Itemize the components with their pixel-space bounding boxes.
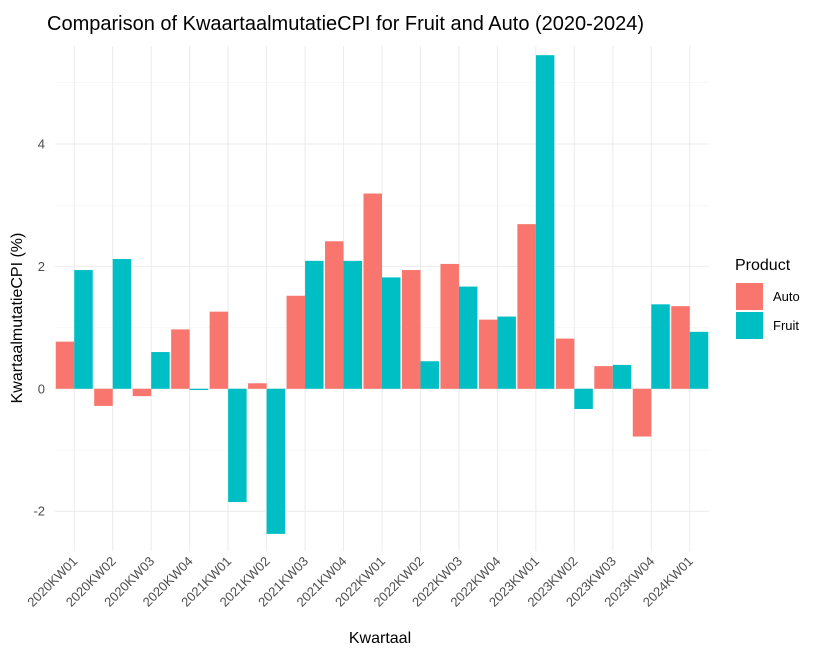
bar-auto-2020kw02 (94, 388, 113, 406)
bar-fruit-2022kw02 (420, 361, 439, 389)
legend-label-fruit: Fruit (773, 318, 799, 333)
bar-auto-2023kw04 (632, 388, 652, 437)
bar-fruit-2023kw01 (535, 55, 555, 389)
bar-auto-2024kw01 (671, 306, 690, 389)
bar-fruit-2020kw02 (112, 259, 132, 389)
bar-auto-2022kw03 (440, 263, 459, 389)
bar-auto-2021kw02 (248, 383, 267, 389)
y-tick-label: 4 (38, 136, 45, 151)
y-tick-label: 2 (38, 259, 45, 274)
bar-auto-2021kw03 (286, 295, 306, 389)
bars (55, 55, 709, 534)
legend-key-auto (736, 283, 763, 310)
bar-auto-2021kw01 (209, 311, 229, 389)
legend: Product Auto Fruit (735, 257, 800, 339)
bar-fruit-2020kw01 (74, 270, 93, 389)
bar-fruit-2023kw04 (651, 304, 670, 389)
y-tick-labels: -2 0 2 4 (33, 136, 45, 518)
y-axis-title: KwartaalmutatieCPI (%) (9, 233, 26, 404)
legend-label-auto: Auto (773, 289, 800, 304)
bar-fruit-2021kw04 (343, 260, 363, 389)
y-tick-label: 0 (38, 381, 45, 396)
bar-fruit-2024kw01 (689, 331, 709, 389)
bar-auto-2023kw03 (594, 366, 613, 389)
bar-fruit-2021kw01 (228, 388, 247, 503)
chart-title: Comparison of KwaartaalmutatieCPI for Fr… (47, 13, 644, 35)
bar-auto-2021kw04 (325, 241, 344, 389)
bar-fruit-2021kw03 (305, 260, 324, 389)
legend-key-fruit (736, 312, 763, 339)
bar-fruit-2020kw04 (189, 388, 209, 391)
bar-fruit-2022kw01 (382, 277, 401, 389)
x-tick-labels: 2020KW012020KW022020KW032020KW042021KW01… (24, 554, 696, 610)
bar-fruit-2023kw02 (574, 388, 593, 409)
bar-auto-2022kw01 (363, 193, 382, 389)
bar-auto-2023kw02 (555, 338, 575, 389)
x-axis-title: Kwartaal (349, 630, 411, 647)
bar-fruit-2023kw03 (612, 364, 632, 389)
bar-auto-2020kw03 (132, 388, 152, 397)
bar-auto-2022kw04 (478, 319, 498, 389)
bar-auto-2020kw01 (55, 341, 75, 389)
legend-title: Product (735, 257, 791, 274)
bar-auto-2022kw02 (401, 270, 421, 389)
bar-auto-2020kw04 (171, 329, 190, 389)
bar-fruit-2021kw02 (266, 388, 286, 534)
bar-fruit-2020kw03 (151, 352, 170, 389)
bar-fruit-2022kw04 (497, 316, 516, 389)
y-tick-label: -2 (33, 504, 45, 519)
bar-auto-2023kw01 (517, 224, 536, 389)
bar-fruit-2022kw03 (458, 286, 478, 389)
